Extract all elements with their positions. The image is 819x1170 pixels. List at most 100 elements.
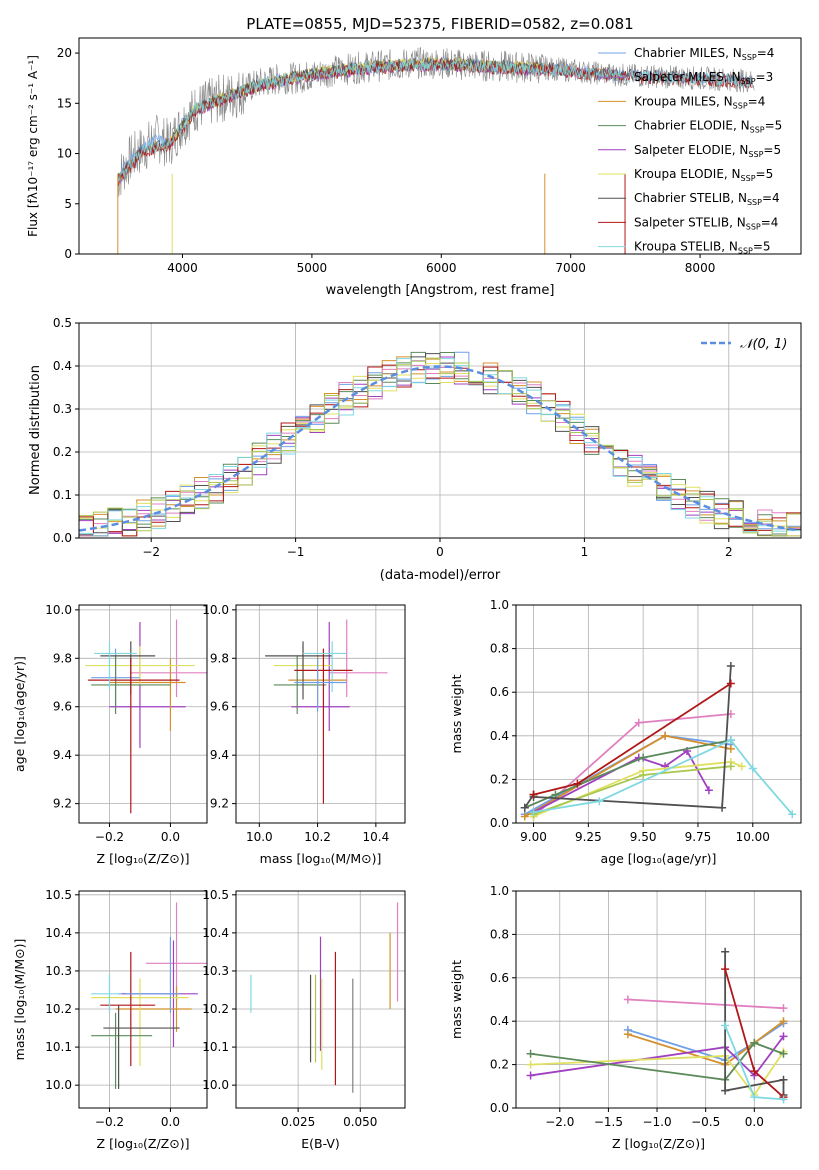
legend-entry: Kroupa MILES, NSSP=4: [634, 94, 765, 110]
ytick-label: 10.0: [45, 603, 72, 617]
ytick-label: 0.4: [490, 729, 509, 743]
xtick-label: 0.0: [161, 1115, 180, 1129]
small-panel-2: −0.2 0.0 9.2 9.4 9.6 9.8 10.0 Z [log₁₀(Z/Z⊙)] ag…: [12, 603, 208, 866]
mass-weight-marker: [526, 1060, 535, 1069]
mass-weight-marker: [726, 744, 735, 753]
mass-weight-marker: [634, 718, 643, 727]
panel-xlabel: mass [log₁₀(M/M⊙)]: [260, 851, 382, 866]
mass-weight-marker: [779, 1075, 788, 1084]
residual-xtick-label: −2: [142, 545, 160, 559]
ytick-label: 9.8: [53, 651, 72, 665]
residual-ytick-label: 0.2: [53, 445, 72, 459]
ytick-label: 10.4: [45, 926, 72, 940]
small-panel-3: 10.0 10.2 10.4 9.2 9.4 9.6 9.8 10.0 mass [log₁₀(…: [202, 603, 406, 866]
ytick-label: 10.3: [45, 964, 72, 978]
ytick-label: 9.6: [53, 700, 72, 714]
ytick-label: 9.2: [210, 797, 229, 811]
spectrum-xlabel: wavelength [Angstrom, rest frame]: [326, 283, 555, 298]
panel-xlabel: Z [log₁₀(Z/Z⊙)]: [97, 851, 190, 866]
xtick-label: 10.2: [304, 830, 331, 844]
ytick-label: 10.0: [202, 1078, 229, 1092]
ytick-label: 9.8: [210, 651, 229, 665]
spectrum-ytick-label: 15: [57, 96, 72, 110]
residual-xlabel: (data-model)/error: [380, 568, 501, 583]
spectrum-title: PLATE=0855, MJD=52375, FIBERID=0582, z=0…: [246, 15, 633, 33]
mass-weight-marker: [788, 810, 797, 819]
mass-weight-marker: [726, 679, 735, 688]
mass-weight-marker: [779, 1004, 788, 1013]
spectrum-ytick-label: 20: [57, 46, 72, 60]
ytick-label: 1.0: [490, 598, 509, 612]
panel-frame: [235, 890, 406, 1109]
mass-weight-marker: [526, 1049, 535, 1058]
xtick-label: −0.5: [691, 1115, 720, 1129]
mass-weight-line: [533, 739, 793, 815]
ytick-label: 9.2: [53, 797, 72, 811]
mass-weight-marker: [726, 736, 735, 745]
mass-weight-marker: [639, 771, 648, 780]
mass-weight-marker: [779, 1017, 788, 1026]
residual-ylabel: Normed distribution: [28, 365, 43, 495]
ytick-label: 10.5: [45, 888, 72, 902]
spectrum-panel: PLATE=0855, MJD=52375, FIBERID=0582, z=0…: [26, 15, 802, 298]
small-panel-6: 0.025 0.050 10.0 10.1 10.2 10.3 10.4 10.5 E(B-V): [202, 888, 406, 1151]
gaussian-legend-label: 𝒩(0, 1): [740, 337, 787, 352]
mass-weight-line: [530, 1051, 785, 1097]
xtick-label: −0.2: [95, 1115, 124, 1129]
xtick-label: 10.0: [246, 830, 273, 844]
residual-panel: −2 −1 0 1 2 0.0 0.1 0.2 0.3 0.4 0.5 (data-model)/e…: [28, 316, 802, 583]
panel-frame: [78, 890, 208, 1109]
mass-weight-line: [627, 1020, 785, 1066]
mass-weight-marker: [529, 790, 538, 799]
mass-weight-marker: [779, 1095, 788, 1104]
panel-xlabel: Z [log₁₀(Z/Z⊙)]: [612, 1136, 705, 1151]
ytick-label: 1.0: [490, 884, 509, 898]
panel-frame: [515, 604, 802, 824]
xtick-label: −1.5: [594, 1115, 623, 1129]
ytick-label: 0.4: [490, 1014, 509, 1028]
spectrum-model-line: [117, 58, 752, 187]
ytick-label: 10.0: [45, 1078, 72, 1092]
mass-weight-line: [524, 739, 732, 809]
mass-weight-marker: [704, 786, 713, 795]
panel-ylabel: mass [log₁₀(M/M⊙)]: [12, 939, 27, 1061]
xtick-label: −0.2: [95, 830, 124, 844]
legend-entry: Salpeter MILES, NSSP=3: [634, 70, 773, 86]
xtick-label: 9.50: [630, 830, 657, 844]
residual-xtick-label: 1: [581, 545, 589, 559]
mass-weight-marker: [573, 779, 582, 788]
panel-xlabel: Z [log₁₀(Z/Z⊙)]: [97, 1136, 190, 1151]
legend-entry: Salpeter STELIB, NSSP=4: [634, 215, 778, 231]
spectrum-ytick-label: 5: [64, 197, 72, 211]
mass-weight-marker: [721, 1021, 730, 1030]
ytick-label: 10.2: [202, 1002, 229, 1016]
mass-weight-marker: [529, 808, 538, 817]
xtick-label: 0.0: [745, 1115, 764, 1129]
ytick-label: 0.6: [490, 685, 509, 699]
panel-xlabel: E(B-V): [301, 1136, 340, 1151]
spectrum-xtick-label: 6000: [426, 261, 457, 275]
spectrum-xtick-label: 7000: [555, 261, 586, 275]
mass-weight-marker: [726, 762, 735, 771]
spectrum-legend: Chabrier MILES, NSSP=4 Salpeter MILES, NS…: [598, 46, 782, 256]
mass-weight-marker: [748, 764, 757, 773]
ytick-label: 0.8: [490, 642, 509, 656]
xtick-label: −2.0: [545, 1115, 574, 1129]
ytick-label: 10.2: [45, 1002, 72, 1016]
panel-ylabel: mass weight: [449, 674, 464, 753]
mass-weight-line: [533, 761, 743, 818]
ytick-label: 10.0: [202, 603, 229, 617]
mass-weight-marker: [750, 1093, 759, 1102]
spectrum-ytick-label: 10: [57, 147, 72, 161]
residual-ytick-label: 0.3: [53, 402, 72, 416]
legend-entry: Salpeter ELODIE, NSSP=5: [634, 143, 781, 159]
mass-weight-marker: [721, 965, 730, 974]
ytick-label: 0.0: [490, 816, 509, 830]
ytick-label: 10.3: [202, 964, 229, 978]
xtick-label: 9.25: [575, 830, 602, 844]
mass-weight-line: [724, 951, 785, 1095]
panel-frame: [515, 890, 802, 1109]
spectrum-xtick-label: 5000: [297, 261, 328, 275]
panel-ylabel: mass weight: [449, 960, 464, 1039]
mass-weight-marker: [779, 1049, 788, 1058]
